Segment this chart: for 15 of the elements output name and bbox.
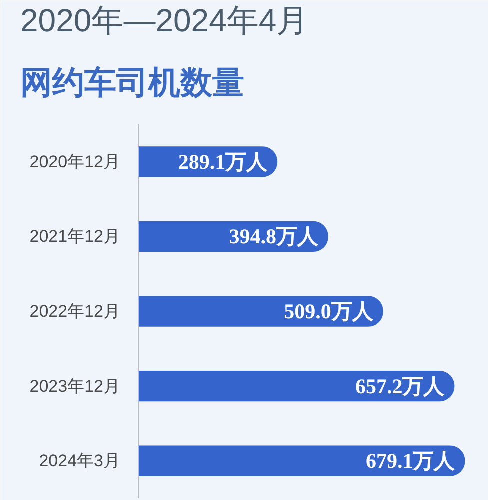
bar [138, 296, 384, 327]
data-label: 679.1万人 [366, 449, 456, 474]
chart-title: 2020年—2024年4月 [20, 2, 309, 38]
chart-subtitle: 网约车司机数量 [20, 64, 244, 100]
y-tick-label: 2022年12月 [30, 302, 121, 321]
bar [138, 446, 466, 476]
bar [138, 370, 455, 402]
y-tick-label: 2021年12月 [30, 227, 121, 246]
data-label: 394.8万人 [229, 224, 320, 249]
data-label: 289.1万人 [178, 150, 269, 174]
data-label: 657.2万人 [355, 374, 446, 398]
data-label: 509.0万人 [284, 300, 374, 324]
y-tick-label: 2023年12月 [30, 376, 121, 396]
y-tick-label: 2020年12月 [30, 152, 121, 172]
y-tick-label: 2024年3月 [39, 452, 121, 471]
